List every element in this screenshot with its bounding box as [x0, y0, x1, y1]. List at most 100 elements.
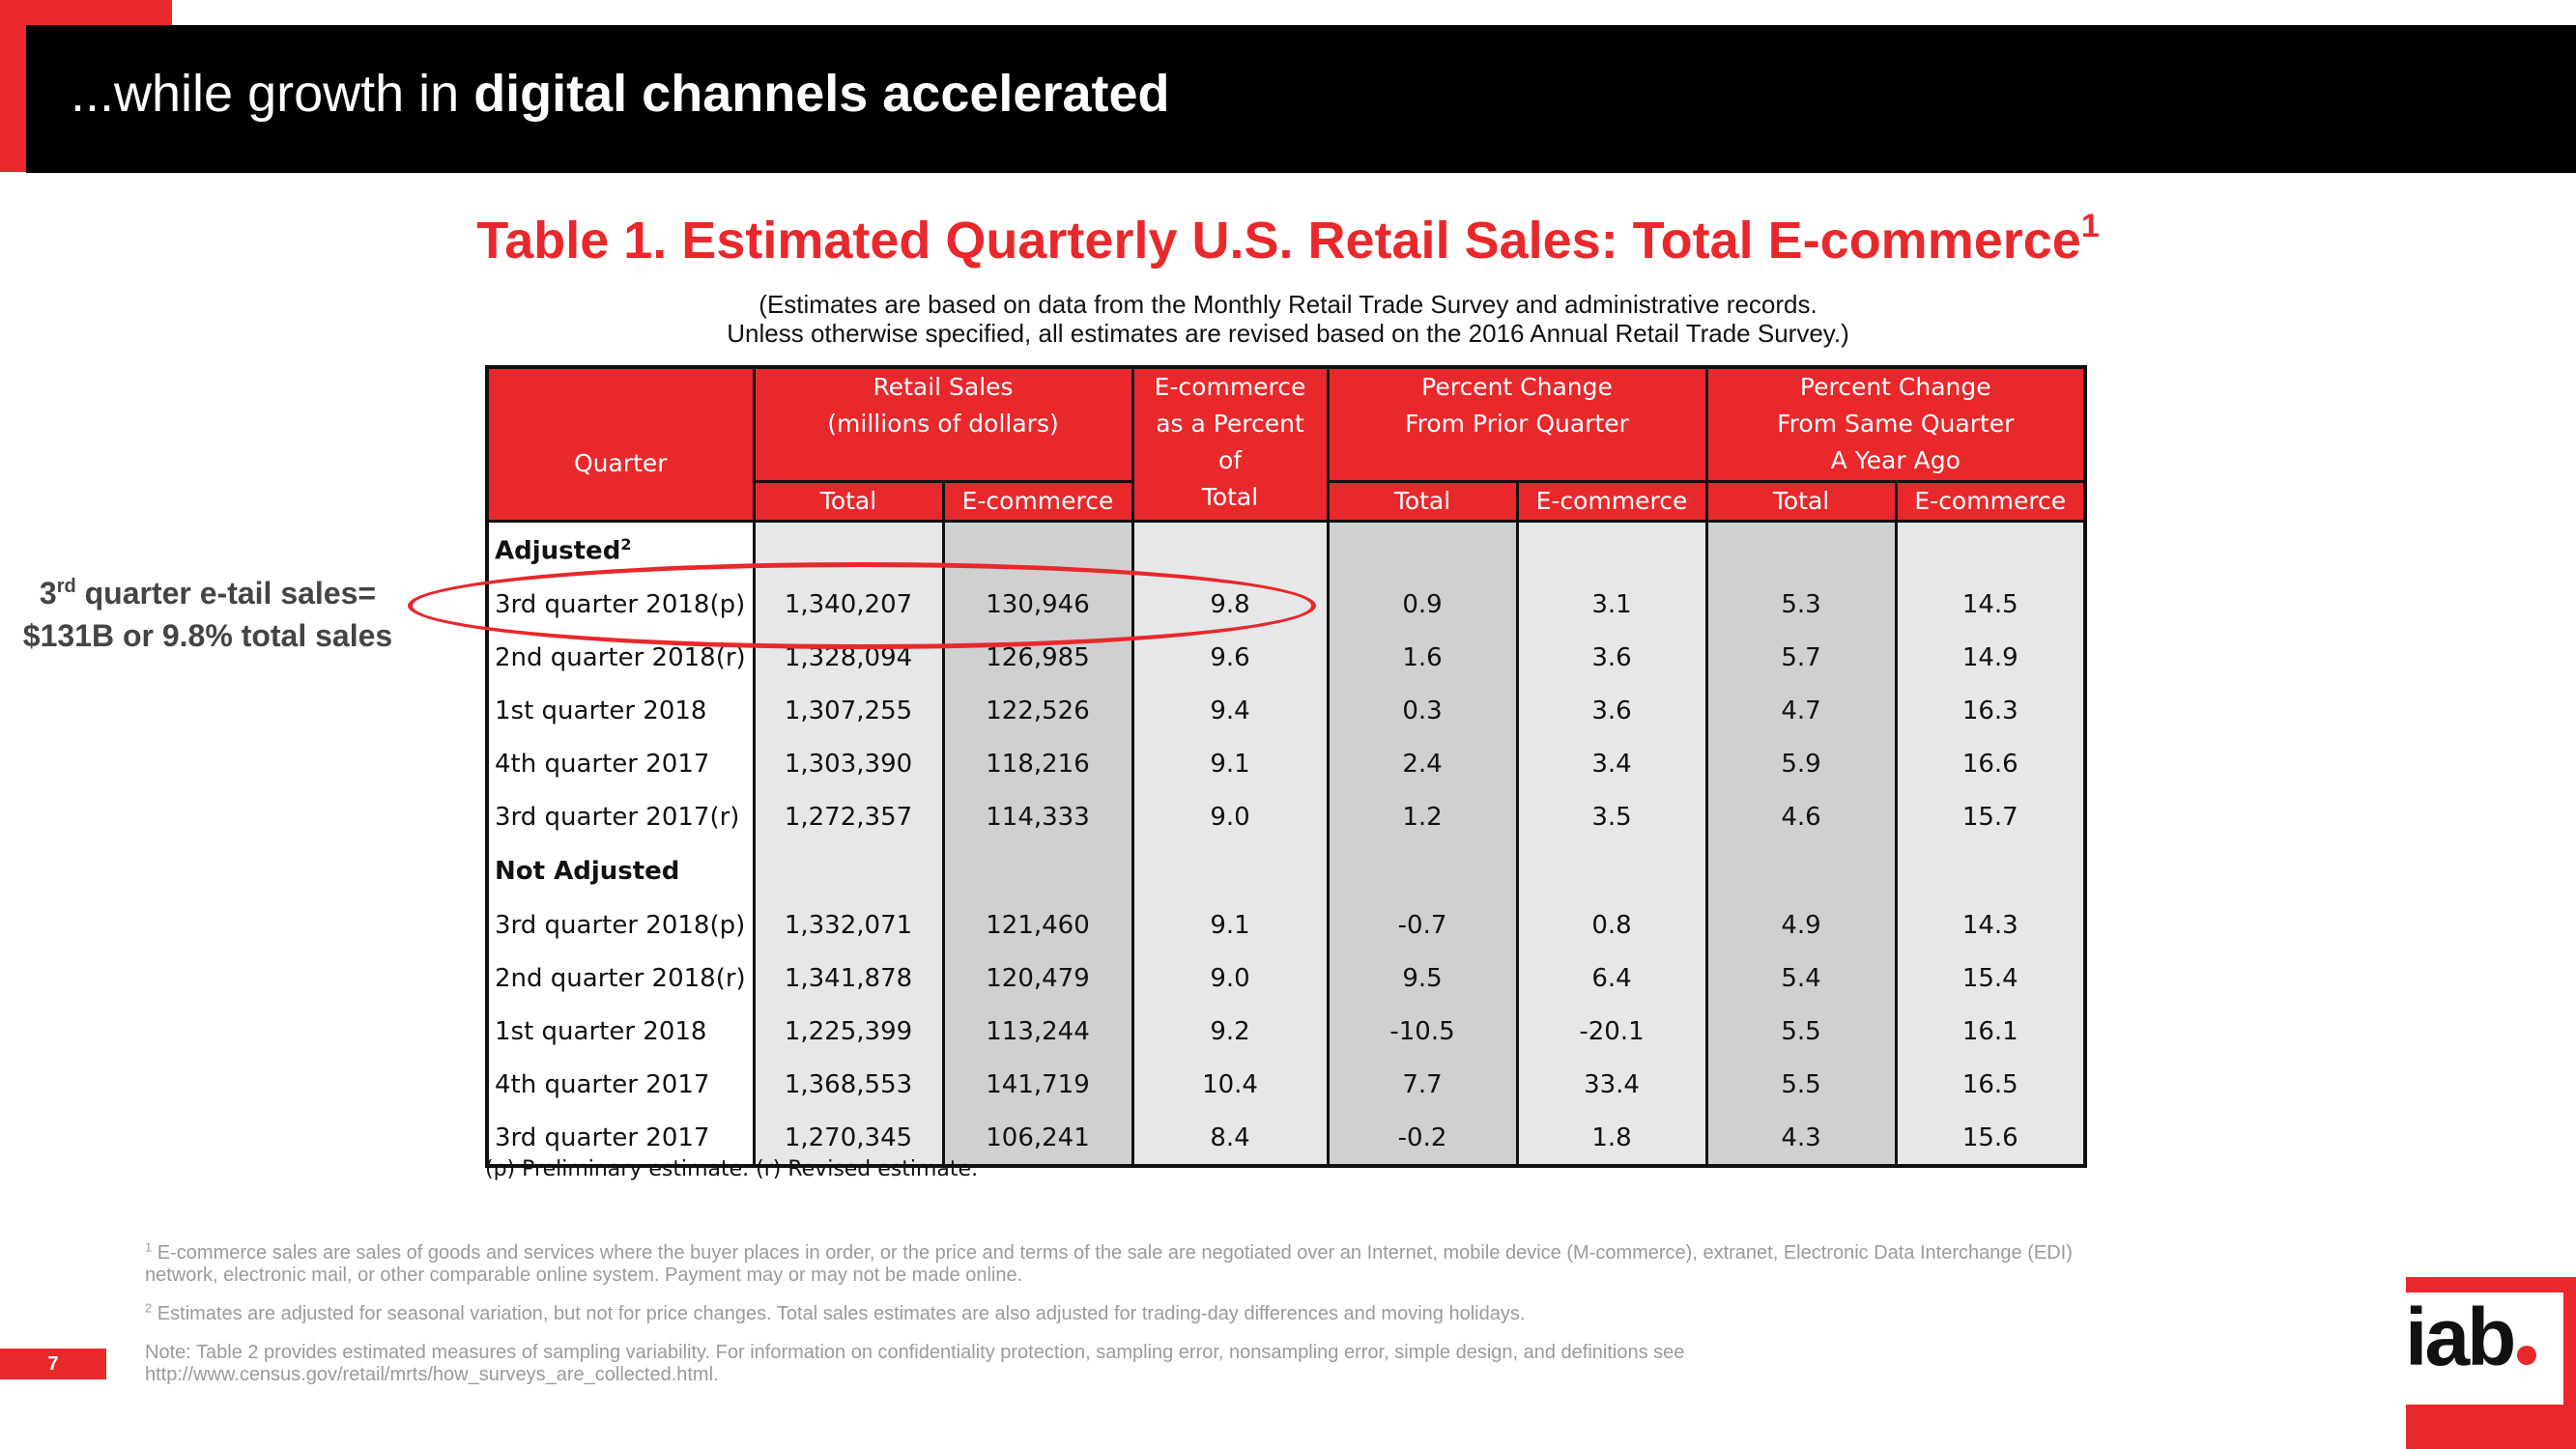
empty-cell [1326, 843, 1519, 898]
cell-retail-total: 1,225,399 [752, 1005, 945, 1058]
page-number: 7 [0, 1349, 106, 1379]
slide-title: ...while growth in digital channels acce… [71, 68, 1170, 120]
cell-ecom-percent: 9.6 [1131, 631, 1330, 684]
group-adjusted-text: Adjusted [495, 536, 621, 566]
table-row: 4th quarter 2017 1,368,553 141,719 10.4 … [485, 1058, 2087, 1111]
footnote-note: Note: Table 2 provides estimated measure… [145, 1342, 1685, 1385]
cell-prior-total: -0.7 [1326, 898, 1519, 952]
header-year-ecommerce: E-commerce [1894, 480, 2087, 523]
table-note: (p) Preliminary estimate. (r) Revised es… [485, 1157, 979, 1181]
cell-quarter: 1st quarter 2018 [485, 684, 756, 737]
cell-prior-total: 9.5 [1326, 952, 1519, 1005]
cell-year-ecommerce: 15.4 [1894, 952, 2087, 1005]
logo-area: iab [2384, 1293, 2563, 1405]
header-retail-sales-l2: (millions of dollars) [827, 410, 1059, 438]
cell-prior-ecommerce: 3.1 [1515, 578, 1708, 631]
footnote-1-mark: 1 [145, 1239, 153, 1255]
cell-quarter: 3rd quarter 2018(p) [485, 898, 756, 952]
empty-cell [1704, 843, 1898, 898]
table-row: 1st quarter 2018 1,225,399 113,244 9.2 -… [485, 1005, 2087, 1058]
cell-prior-ecommerce: 3.6 [1515, 684, 1708, 737]
cell-retail-total: 1,303,390 [752, 737, 945, 790]
slide-title-prefix: ...while growth in [71, 65, 474, 123]
empty-cell [1704, 521, 1898, 578]
cell-ecom-percent: 10.4 [1131, 1058, 1330, 1111]
group-row-not-adjusted: Not Adjusted [485, 843, 2087, 898]
cell-year-ecommerce: 16.6 [1894, 737, 2087, 790]
header-ecom-percent: E-commerce as a Percent of Total [1131, 365, 1330, 523]
cell-year-total: 5.3 [1704, 578, 1898, 631]
empty-cell [1131, 521, 1330, 578]
table-row: 4th quarter 2017 1,303,390 118,216 9.1 2… [485, 737, 2087, 790]
table-title: Table 1. Estimated Quarterly U.S. Retail… [0, 208, 2576, 270]
cell-year-total: 5.5 [1704, 1005, 1898, 1058]
cell-retail-total: 1,332,071 [752, 898, 945, 952]
cell-retail-ecommerce: 113,244 [941, 1005, 1134, 1058]
cell-retail-total: 1,270,345 [752, 1111, 945, 1166]
cell-retail-ecommerce: 141,719 [941, 1058, 1134, 1111]
empty-cell [941, 843, 1134, 898]
cell-ecom-percent: 9.4 [1131, 684, 1330, 737]
cell-year-ecommerce: 15.6 [1894, 1111, 2087, 1166]
header-ecom-pct-l1: E-commerce [1154, 373, 1306, 401]
cell-year-ecommerce: 15.7 [1894, 790, 2087, 843]
group-label-adjusted: Adjusted2 [485, 521, 756, 578]
highlight-ellipse [408, 562, 1316, 649]
header-year-l1: Percent Change [1799, 373, 1991, 401]
cell-prior-total: 1.2 [1326, 790, 1519, 843]
subtitle-line-1: (Estimates are based on data from the Mo… [758, 290, 1818, 319]
cell-year-total: 4.6 [1704, 790, 1898, 843]
cell-quarter: 3rd quarter 2017(r) [485, 790, 756, 843]
cell-retail-ecommerce: 106,241 [941, 1111, 1134, 1166]
header-prior-total: Total [1326, 480, 1519, 523]
header-ecom-pct-l4: Total [1201, 483, 1259, 511]
cell-prior-ecommerce: 3.6 [1515, 631, 1708, 684]
cell-retail-ecommerce: 114,333 [941, 790, 1134, 843]
cell-year-total: 5.9 [1704, 737, 1898, 790]
cell-prior-ecommerce: 6.4 [1515, 952, 1708, 1005]
group-adjusted-sup: 2 [620, 534, 632, 554]
header-year-l2: From Same Quarter [1777, 410, 2015, 438]
table-title-text: Table 1. Estimated Quarterly U.S. Retail… [476, 212, 2081, 270]
callout-sup: rd [56, 576, 76, 597]
table-title-footnote-mark: 1 [2080, 208, 2100, 244]
cell-prior-total: 7.7 [1326, 1058, 1519, 1111]
callout-num: 3 [39, 576, 57, 611]
cell-year-total: 4.7 [1704, 684, 1898, 737]
footnote-2-text: Estimates are adjusted for seasonal vari… [152, 1303, 1526, 1324]
table-row: 1st quarter 2018 1,307,255 122,526 9.4 0… [485, 684, 2087, 737]
header-prior-ecommerce: E-commerce [1515, 480, 1708, 523]
empty-cell [752, 843, 945, 898]
cell-prior-ecommerce: 1.8 [1515, 1111, 1708, 1166]
cell-ecom-percent: 9.2 [1131, 1005, 1330, 1058]
cell-prior-total: -0.2 [1326, 1111, 1519, 1166]
header-ecom-pct-l2: as a Percent [1156, 410, 1304, 438]
empty-cell [1515, 843, 1708, 898]
cell-quarter: 4th quarter 2017 [485, 737, 756, 790]
cell-ecom-percent: 9.1 [1131, 898, 1330, 952]
header-retail-total: Total [752, 480, 945, 523]
slide-title-bold: digital channels accelerated [473, 65, 1170, 123]
table-subtitle: (Estimates are based on data from the Mo… [0, 290, 2576, 348]
table-row: 3rd quarter 2017(r) 1,272,357 114,333 9.… [485, 790, 2087, 843]
cell-prior-total: -10.5 [1326, 1005, 1519, 1058]
header-year-l3: A Year Ago [1830, 446, 1961, 474]
table-row: 3rd quarter 2017 1,270,345 106,241 8.4 -… [485, 1111, 2087, 1166]
header-retail-sales: Retail Sales (millions of dollars) [752, 365, 1134, 483]
header-year-total: Total [1704, 480, 1898, 523]
empty-cell [1894, 521, 2087, 578]
cell-prior-total: 0.9 [1326, 578, 1519, 631]
cell-quarter: 3rd quarter 2017 [485, 1111, 756, 1166]
group-label-not-adjusted: Not Adjusted [485, 843, 756, 898]
cell-ecom-percent: 9.0 [1131, 952, 1330, 1005]
header-row-2: Total E-commerce Total E-commerce Total … [487, 480, 2087, 523]
table-row: 2nd quarter 2018(r) 1,341,878 120,479 9.… [485, 952, 2087, 1005]
cell-prior-ecommerce: 3.4 [1515, 737, 1708, 790]
callout-note: 3rd quarter e-tail sales= $131B or 9.8% … [0, 572, 415, 657]
cell-prior-total: 1.6 [1326, 631, 1519, 684]
header-quarter: Quarter [485, 365, 756, 523]
empty-cell [1894, 843, 2087, 898]
empty-cell [1326, 521, 1519, 578]
cell-quarter: 1st quarter 2018 [485, 1005, 756, 1058]
cell-ecom-percent: 9.0 [1131, 790, 1330, 843]
